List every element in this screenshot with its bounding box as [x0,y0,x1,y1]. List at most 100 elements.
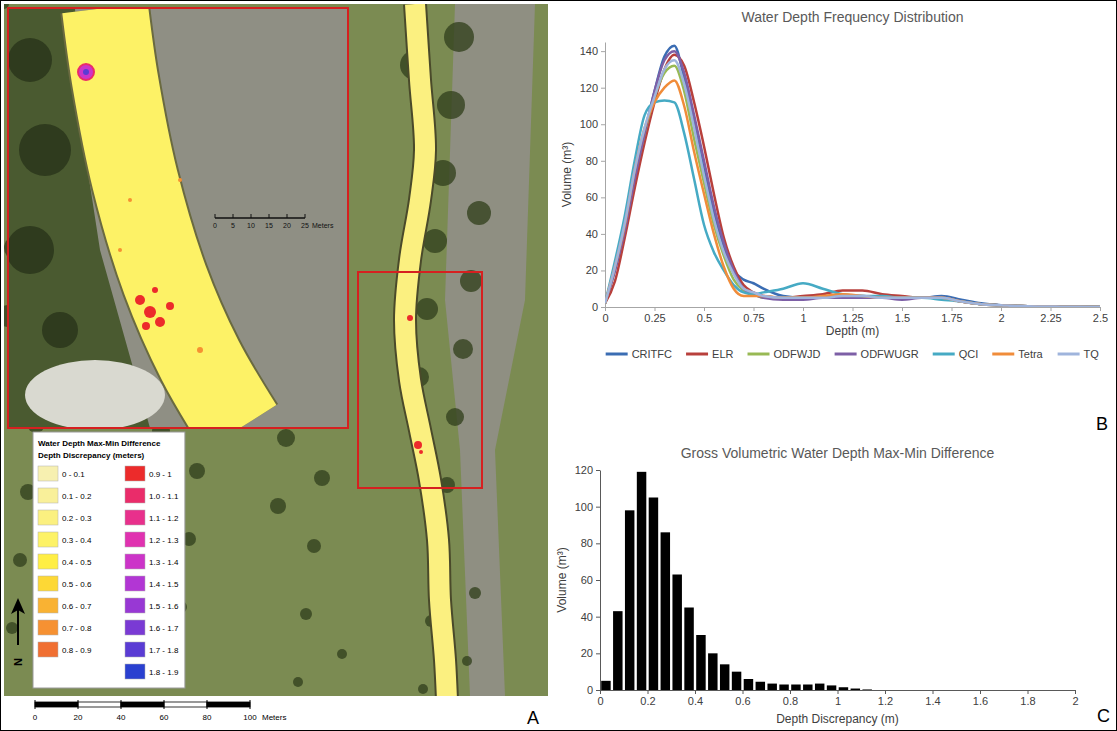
scale-segment [121,702,164,707]
series-line [605,60,1100,307]
axis-title: Depth (m) [826,324,879,338]
tick: 0.4 [688,690,703,707]
tick-label: 0 [33,713,38,722]
axis-title: Volume (m³) [560,142,574,207]
bar [732,672,741,690]
bar [661,532,670,690]
tick-mark [207,700,208,709]
inset-scale-bar: 0510152025Meters [213,214,334,229]
inset-locator [358,272,482,488]
tick-label: 1.75 [941,312,962,324]
legend-label: 0 - 0.1 [62,470,85,479]
tick-mark [980,690,981,694]
map-tree [277,429,295,447]
tick-label: 1.25 [842,312,863,324]
bar [684,608,693,691]
tick-mark [600,690,601,694]
map-tree [444,22,474,52]
legend-label: ODFWJD [774,348,821,360]
x-axis: 00.250.50.7511.251.51.7522.252.5 [602,307,1108,324]
legend-swatch [125,554,145,569]
map-tree [293,677,303,687]
tick-label: 0 [587,684,593,696]
tick-label: 2 [998,312,1004,324]
bar [613,611,622,690]
tick-mark [215,214,216,218]
legend-label: 0.6 - 0.7 [62,602,92,611]
legend-label: QCI [959,348,979,360]
legend-swatch [933,353,955,356]
legend-item: ODFWUGR [835,348,919,360]
tick: 20 [586,264,605,276]
tick-mark [601,124,605,125]
discrepancy-spot [414,441,422,449]
tick-mark [251,214,252,218]
panel-letter: A [527,708,539,728]
tick: 2.25 [1040,307,1061,324]
tick-mark [596,690,600,691]
bar [696,635,705,690]
legend-swatch [38,488,58,503]
legend-label: 0.5 - 0.6 [62,580,92,589]
bar [625,510,634,690]
tick-mark [35,700,36,709]
tick-mark [1100,307,1101,311]
tick-mark [601,51,605,52]
legend-swatch [125,620,145,635]
tick-label: 20 [283,222,291,229]
map-tree [446,408,464,426]
tick: 0 [587,684,600,696]
series-line [605,66,1100,307]
tick-mark [121,700,122,709]
river-discrepancy [405,4,447,696]
tick-mark [1051,307,1052,311]
tick: 60 [581,574,600,586]
map-tree [416,298,438,320]
scale-segment [207,702,250,707]
tick-mark [596,617,600,618]
tick-mark [601,88,605,89]
legend-swatch [125,488,145,503]
tick-label: 0 [602,312,608,324]
tick-label: 2.5 [1093,312,1108,324]
legend-label: Tetra [1018,348,1043,360]
map-tree [337,649,347,659]
scale-segment [78,702,121,707]
tick-label: 5 [231,222,235,229]
legend-item: ELR [686,348,733,360]
tick-mark [596,507,600,508]
tick: 80 [586,155,605,167]
bar [649,498,658,691]
tick-mark [601,161,605,162]
tick: 1 [800,307,806,324]
chart-title: Water Depth Frequency Distribution [741,9,963,25]
y-axis: 020406080100120140 [580,43,606,314]
scale-bar: 020406080100Meters [33,700,287,722]
tick-mark [287,214,288,218]
tick-label: 0.2 [640,695,655,707]
bar [827,685,836,690]
tick-mark [648,690,649,694]
legend-label: 1.0 - 1.1 [149,492,179,501]
tick-label: 0.5 [697,312,712,324]
tick: 0.2 [640,690,655,707]
map-legend: Water Depth Max-Min DifferenceDepth Disc… [33,432,185,688]
panel-letter: B [1096,414,1108,434]
tick-mark [164,700,165,709]
bar [791,685,800,691]
tick: 1.6 [973,690,988,707]
tick-label: 80 [581,537,593,549]
bar [767,684,776,690]
map-tree [13,553,27,567]
map-tree [314,470,330,486]
tick-label: 40 [117,713,126,722]
plot-area [601,472,872,690]
tick-label: 20 [581,647,593,659]
tick-label: 1 [800,312,806,324]
discrepancy-spot [142,322,150,330]
tick-label: 40 [586,228,598,240]
inset-rapids [25,360,165,428]
figure: 0510152025MetersWater Depth Max-Min Diff… [0,0,1117,731]
tick: 100 [575,501,600,513]
map-tree [418,684,428,694]
